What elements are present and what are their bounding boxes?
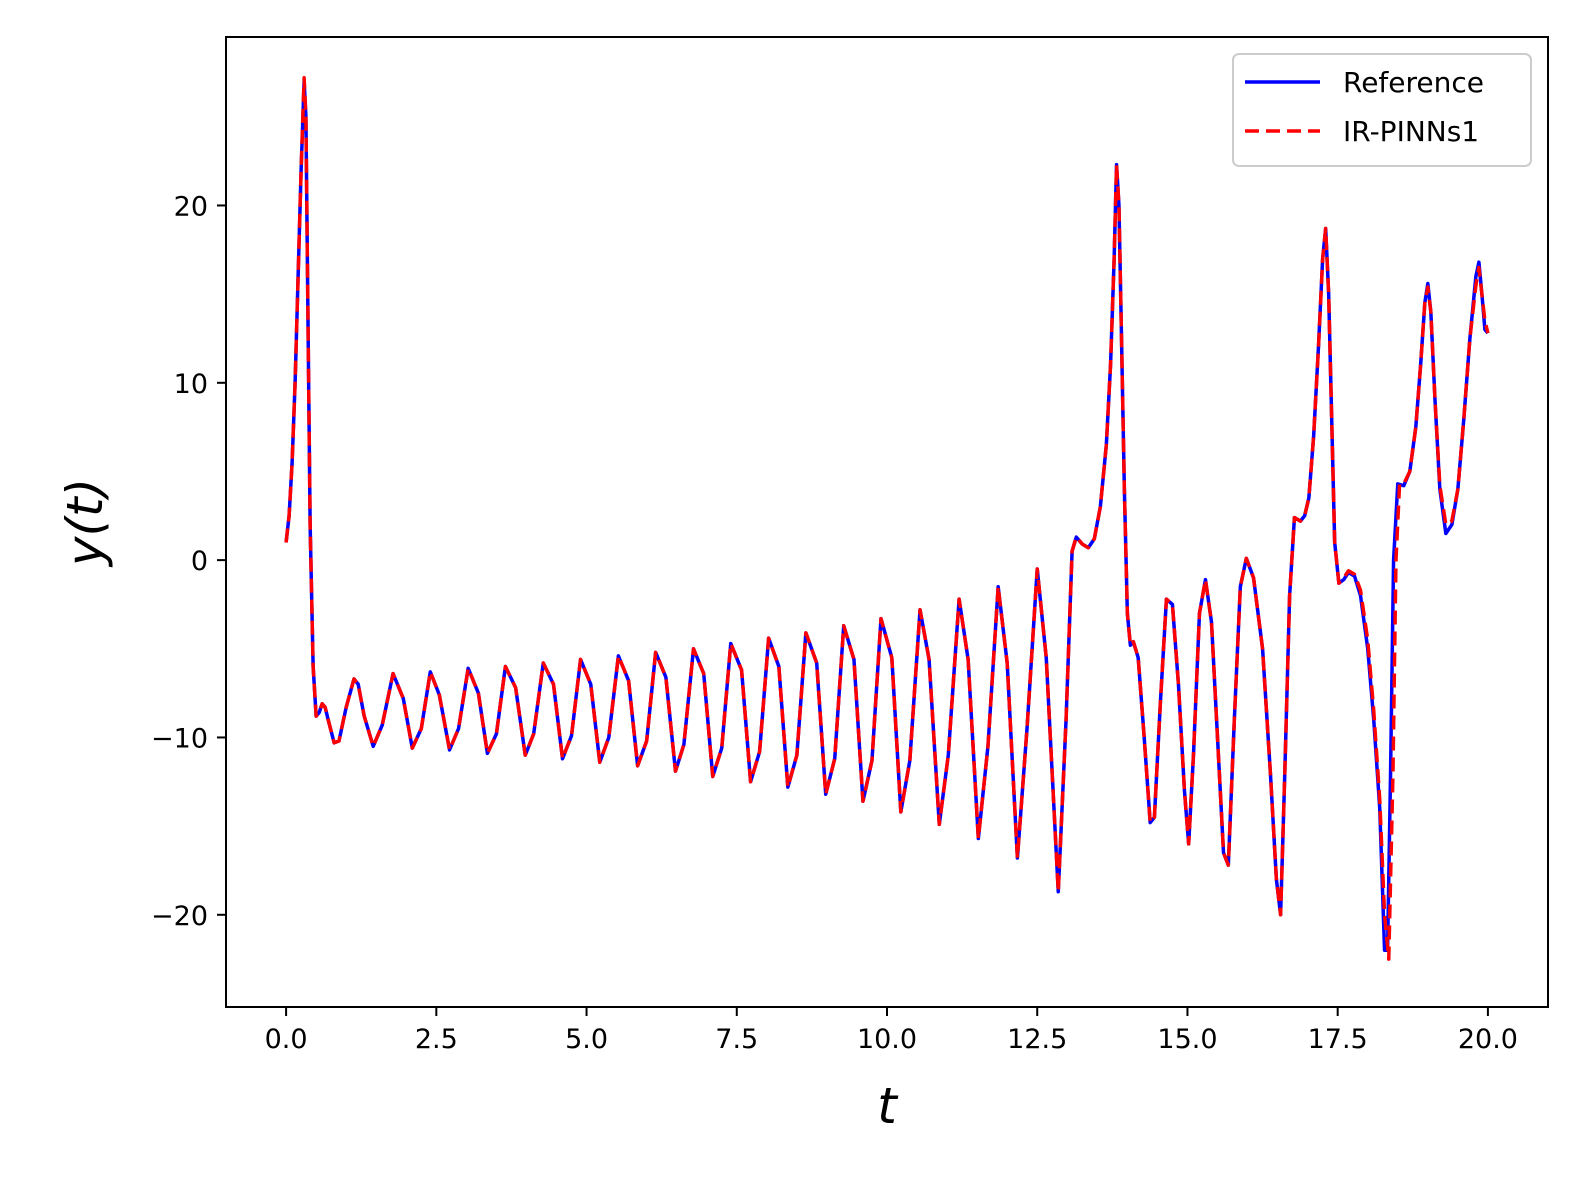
y-tick-label: 20 (174, 191, 208, 222)
x-tick-label: 0.0 (265, 1024, 308, 1055)
series-line-reference (284, 79, 1490, 952)
legend: Reference IR-PINNs1 (1232, 53, 1532, 167)
legend-label-reference: Reference (1343, 66, 1484, 99)
x-tick-label: 2.5 (415, 1024, 458, 1055)
series-layer (284, 76, 1490, 961)
x-axis: 0.0 2.5 5.0 7.5 10.0 12.5 15.0 17.5 20.0 (265, 1007, 1518, 1055)
x-tick-label: 7.5 (715, 1024, 758, 1055)
x-tick-label: 12.5 (1007, 1024, 1067, 1055)
x-tick-label: 17.5 (1308, 1024, 1368, 1055)
y-tick-label: −20 (151, 901, 208, 932)
y-tick-label: 10 (174, 369, 208, 400)
x-tick-label: 10.0 (857, 1024, 917, 1055)
y-tick-label: −10 (151, 723, 208, 754)
y-tick-label: 0 (191, 546, 208, 577)
y-axis-label: y(t) (56, 478, 114, 568)
x-tick-label: 20.0 (1458, 1024, 1518, 1055)
y-axis: −20 −10 0 10 20 (151, 191, 226, 932)
x-tick-label: 15.0 (1157, 1024, 1217, 1055)
legend-label-ir-pinns1: IR-PINNs1 (1343, 115, 1479, 148)
x-axis-label: t (877, 1077, 899, 1135)
x-tick-label: 5.0 (565, 1024, 608, 1055)
